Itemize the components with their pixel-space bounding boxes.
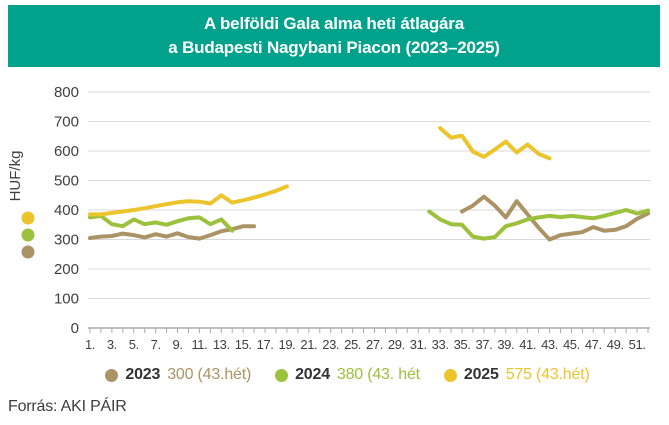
x-tick-label-13.: 13. — [213, 337, 230, 352]
series-line-2025-segment-2 — [438, 126, 552, 161]
x-tick-label-31.: 31. — [410, 337, 427, 352]
x-tick-label-5.: 5. — [129, 337, 139, 352]
x-tick-label-7.: 7. — [151, 337, 161, 352]
chart-svg: 0 100 200 300 400 500 600 700 800 1. 3. 5. 7. 9. 11. 13… — [7, 84, 650, 352]
axis-series-dot-2024 — [21, 228, 35, 242]
y-tick-label-400: 400 — [54, 202, 79, 219]
x-tick-label-21.: 21. — [300, 337, 317, 352]
legend-item-2025: 2025 575 (43.hét) — [443, 366, 590, 384]
legend-item-2024: 2024 380 (43. hét — [275, 366, 420, 384]
y-tick-label-200: 200 — [54, 261, 79, 278]
series-line-2024-segment-1 — [88, 213, 235, 233]
x-tick-label-47.: 47. — [585, 337, 602, 352]
y-axis-title: HUF/kg — [7, 151, 24, 202]
legend-dot-2023 — [105, 368, 119, 382]
legend-item-2023: 2023 300 (43.hét) — [105, 366, 251, 384]
x-tick-label-41.: 41. — [519, 337, 536, 352]
x-tick-label-11.: 11. — [191, 337, 207, 352]
y-tick-label-0: 0 — [71, 320, 79, 337]
legend-dot-2025 — [443, 368, 457, 382]
y-tick-label-800: 800 — [54, 84, 79, 101]
x-tick-label-27.: 27. — [366, 337, 383, 352]
x-tick-label-49.: 49. — [607, 337, 624, 352]
x-tick-label-33.: 33. — [432, 337, 449, 352]
y-tick-label-600: 600 — [54, 143, 79, 160]
legend-latest-value: 300 (43.hét) — [167, 366, 252, 383]
legend-latest-value: 575 (43.hét) — [505, 366, 590, 383]
series-line-2023-segment-2 — [460, 194, 650, 242]
legend-dot-2024 — [275, 368, 289, 382]
series-line-2025-segment-1 — [88, 184, 289, 217]
chart-title-line2: a Budapesti Nagybani Piacon (2023–2025) — [168, 38, 500, 57]
legend-year-label: 2025 — [463, 366, 499, 383]
y-tick-label-100: 100 — [54, 291, 79, 308]
source-note: Forrás: AKI PÁIR — [8, 398, 127, 415]
x-tick-label-23.: 23. — [322, 337, 339, 352]
y-tick-label-500: 500 — [54, 173, 79, 190]
legend-latest-value: 380 (43. hét — [336, 366, 420, 383]
x-tick-label-19.: 19. — [279, 337, 296, 352]
x-tick-label-17.: 17. — [257, 337, 274, 352]
x-tick-label-37.: 37. — [475, 337, 492, 352]
x-tick-label-35.: 35. — [454, 337, 471, 352]
x-tick-label-39.: 39. — [497, 337, 514, 352]
series-line-2024-segment-2 — [427, 208, 650, 241]
x-tick-label-15.: 15. — [235, 337, 252, 352]
y-tick-label-300: 300 — [54, 232, 79, 249]
y-tick-label-700: 700 — [54, 114, 79, 131]
x-tick-label-25.: 25. — [344, 337, 361, 352]
x-tick-label-29.: 29. — [388, 337, 405, 352]
chart-title-line1: A belföldi Gala alma heti átlagára — [204, 13, 464, 33]
x-tick-label-43.: 43. — [541, 337, 558, 352]
series-line-2023-segment-1 — [88, 224, 257, 241]
axis-series-dot-2025 — [21, 211, 35, 225]
x-tick-label-51.: 51. — [629, 337, 646, 352]
legend: 2023 300 (43.hét) 2024 380 (43. hét 2025 575 … — [0, 366, 669, 384]
x-tick-label-45.: 45. — [563, 337, 580, 352]
x-tick-label-9.: 9. — [173, 337, 183, 352]
legend-year-label: 2024 — [295, 366, 330, 383]
x-tick-label-3.: 3. — [107, 337, 117, 352]
chart-plot-generated: 0 100 200 300 400 500 600 700 800 1. 3. 5. 7. 9. 11. 13… — [21, 84, 650, 352]
legend-year-label: 2023 — [125, 366, 161, 383]
axis-series-dot-2023 — [21, 245, 35, 259]
x-tick-label-1.: 1. — [85, 337, 95, 352]
chart-title-banner: A belföldi Gala alma heti átlagára a Bud… — [8, 5, 660, 67]
